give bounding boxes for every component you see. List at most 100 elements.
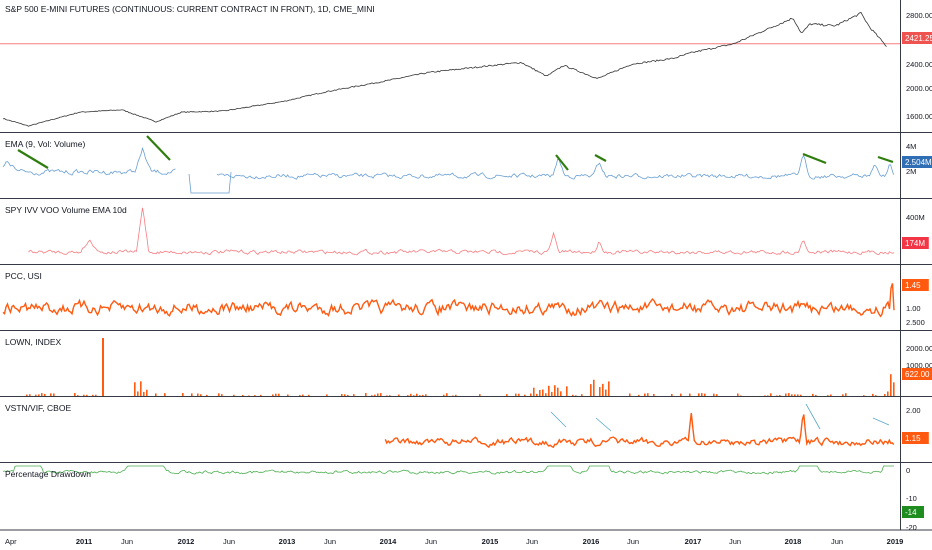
lown-bar (416, 393, 418, 396)
pcc-line (2, 283, 895, 318)
current-value-tag (902, 156, 932, 168)
lown-bar (554, 385, 556, 396)
time-axis-label: 2013 (279, 537, 296, 546)
lown-bar (422, 394, 424, 396)
pane-title: S&P 500 E-MINI FUTURES (CONTINUOUS: CURR… (5, 4, 375, 14)
lown-bar (506, 394, 508, 396)
pane-title: Percentage Drawdown (5, 469, 91, 479)
lown-bar (389, 395, 391, 396)
lown-bar (38, 394, 40, 396)
current-value-text: 622.00 (905, 370, 930, 379)
lown-bar (137, 391, 139, 396)
time-axis-label: Jun (425, 537, 437, 546)
lown-bar (446, 393, 448, 396)
lown-bar (479, 394, 481, 396)
lown-bar (413, 395, 415, 396)
current-value-text: 174M (905, 239, 925, 248)
lown-bar (776, 395, 778, 396)
lown-bar (872, 393, 874, 396)
pane-title: PCC, USI (5, 271, 42, 281)
lown-bar (572, 394, 574, 396)
lown-bar (146, 389, 148, 396)
current-value-text: 2.504M (905, 158, 932, 167)
time-axis-label: 2017 (685, 537, 702, 546)
time-axis-label: Jun (223, 537, 235, 546)
lown-bar (653, 393, 655, 396)
trend-annotation-line (805, 403, 821, 430)
lown-bar (827, 395, 829, 396)
axis-tick-label: 400M (906, 213, 925, 222)
lown-bar (887, 391, 889, 396)
lown-bar (44, 393, 46, 396)
lown-bar (155, 393, 157, 396)
lown-bar (647, 393, 649, 396)
time-axis-label: 2011 (76, 537, 92, 546)
lown-bar (26, 394, 28, 396)
lown-bar (716, 394, 718, 396)
lown-bar (545, 393, 547, 396)
lown-bar (536, 393, 538, 396)
lown-bar (530, 393, 532, 396)
drawdown-line (2, 465, 894, 475)
current-value-text: 1.45 (905, 281, 921, 290)
lown-bar (605, 389, 607, 396)
lown-bar (83, 394, 85, 396)
axis-tick-label: 1200.00 (906, 0, 932, 2)
lown-bar (197, 393, 199, 396)
ema-volume-line (2, 146, 176, 176)
pane-title: EMA (9, Vol: Volume) (5, 139, 85, 149)
lown-bar (353, 394, 355, 396)
lown-bar (593, 379, 595, 396)
lown-bar (344, 394, 346, 396)
lown-bar (518, 393, 520, 396)
lown-bar (218, 393, 220, 396)
lown-bar (140, 381, 142, 396)
lown-bar (581, 394, 583, 396)
lown-bar (737, 393, 739, 396)
lown-bar (779, 394, 781, 396)
lown-bar (326, 394, 328, 396)
axis-tick-label: 0 (906, 466, 910, 475)
lown-bar (77, 395, 79, 396)
axis-tick-label: 2.00 (906, 406, 921, 415)
lown-bar (701, 393, 703, 396)
lown-bar (713, 393, 715, 396)
time-axis-label: 2018 (785, 537, 802, 546)
lown-bar (233, 394, 235, 396)
lown-bar (863, 395, 865, 396)
lown-bar (875, 395, 877, 396)
lown-bar (143, 391, 145, 396)
axis-tick-label: 2800.00 (906, 11, 932, 20)
current-value-tag (902, 506, 924, 518)
lown-bar (800, 394, 802, 396)
lown-bar (254, 395, 256, 396)
lown-bar (242, 394, 244, 396)
time-axis-label: 2016 (583, 537, 600, 546)
lown-bar (557, 387, 559, 396)
lown-bar (524, 394, 526, 396)
lown-bar (41, 393, 43, 396)
time-axis-label: 2012 (178, 537, 195, 546)
lown-bar (548, 385, 550, 396)
lown-bar (398, 394, 400, 396)
vstn-vif-line (384, 413, 895, 449)
trend-annotation-line (550, 411, 567, 428)
current-value-text: 2421.25 (905, 34, 932, 43)
lown-bar (92, 394, 94, 396)
axis-tick-label: 1.00 (906, 304, 921, 313)
lown-bar (419, 395, 421, 396)
axis-tick-label: 2400.00 (906, 60, 932, 69)
price-series-line (2, 12, 887, 127)
axis-tick-label: 2000.00 (906, 84, 932, 93)
lown-bar (182, 393, 184, 396)
lown-bar (764, 395, 766, 396)
lown-bar (740, 395, 742, 396)
lown-bar (35, 394, 37, 396)
time-axis-label: Jun (831, 537, 843, 546)
lown-bar (770, 393, 772, 396)
trend-annotation-line (594, 154, 607, 162)
spy-volume-ema-line (28, 207, 895, 256)
lown-bar (698, 393, 700, 396)
trend-annotation-line (877, 155, 894, 164)
